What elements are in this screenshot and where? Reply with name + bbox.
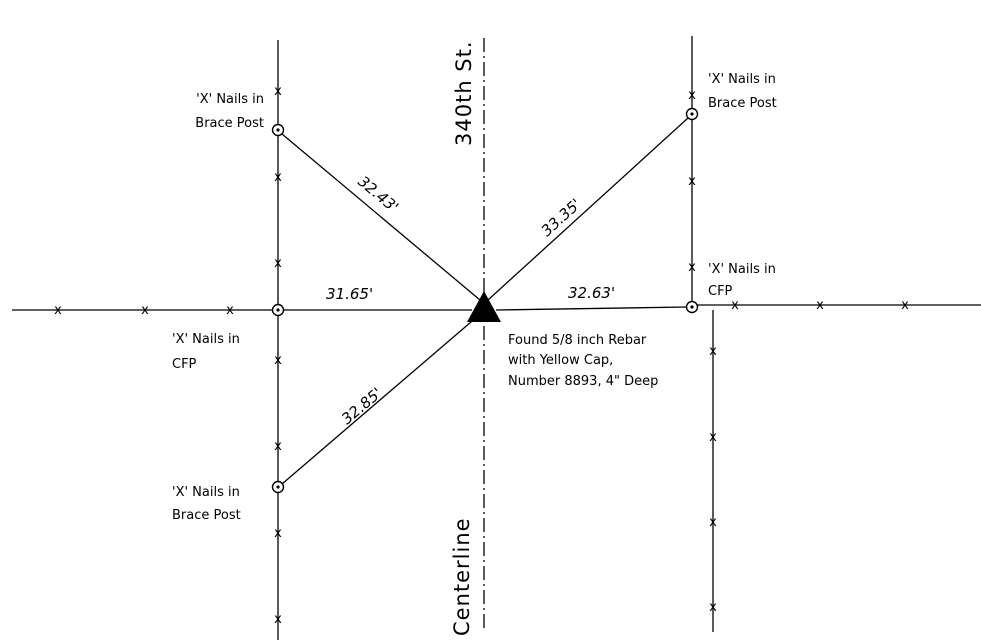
monument-note: Found 5/8 inch Rebar with Yellow Cap, Nu… xyxy=(508,333,658,389)
fence-x-marker: x xyxy=(274,353,282,368)
fence-x-marker: x xyxy=(274,170,282,185)
fence-markers: x x x x x x x x x x x x x x x x x x x x xyxy=(54,84,909,627)
fence-x-marker: x xyxy=(731,298,739,313)
fence-x-marker: x xyxy=(274,526,282,541)
fence-x-marker: x xyxy=(688,174,696,189)
tie-lines xyxy=(281,117,689,485)
tie-point-nw-brace xyxy=(271,123,285,137)
fence-x-marker: x xyxy=(688,88,696,103)
note-line: 'X' Nails in xyxy=(708,72,776,87)
note-line: Brace Post xyxy=(195,116,264,131)
tie-point-w-cfp xyxy=(271,303,285,317)
note-line: 'X' Nails in xyxy=(196,92,264,107)
fence-x-marker: x xyxy=(688,260,696,275)
distance-label-sw: 32.85' xyxy=(338,384,386,428)
tie-line-nw xyxy=(281,133,481,301)
fence-lines xyxy=(12,36,981,640)
monument-note-line: with Yellow Cap, xyxy=(508,353,613,368)
distance-label-e: 32.63' xyxy=(568,284,615,302)
note-nw-brace: 'X' Nails in Brace Post xyxy=(195,92,264,131)
tie-points xyxy=(271,107,699,494)
tie-point-e-cfp xyxy=(685,300,699,314)
fence-x-marker: x xyxy=(274,612,282,627)
fence-x-marker: x xyxy=(816,298,824,313)
note-sw-brace: 'X' Nails in Brace Post xyxy=(172,485,241,523)
note-line: CFP xyxy=(708,284,733,299)
monument-note-line: Found 5/8 inch Rebar xyxy=(508,333,647,348)
note-ne-brace: 'X' Nails in Brace Post xyxy=(708,72,777,111)
monument-note-line: Number 8893, 4" Deep xyxy=(508,374,658,389)
distance-label-w: 31.65' xyxy=(326,285,373,303)
tie-line-sw xyxy=(281,315,479,485)
fence-x-marker: x xyxy=(54,303,62,318)
fence-x-marker: x xyxy=(709,600,717,615)
distance-label-nw: 32.43' xyxy=(354,172,402,216)
note-line: 'X' Nails in xyxy=(708,262,776,277)
note-line: 'X' Nails in xyxy=(172,332,240,347)
tie-line-ne xyxy=(487,117,689,301)
fence-x-marker: x xyxy=(709,344,717,359)
note-e-cfp: 'X' Nails in CFP xyxy=(708,262,776,299)
tie-point-sw-brace xyxy=(271,480,285,494)
tie-line-e xyxy=(495,306,688,311)
fence-x-marker: x xyxy=(709,515,717,530)
fence-x-marker: x xyxy=(274,84,282,99)
centerline-label: Centerline xyxy=(450,517,474,636)
street-label: 340th St. xyxy=(452,40,476,146)
fence-x-marker: x xyxy=(141,303,149,318)
fence-x-marker: x xyxy=(274,256,282,271)
fence-x-marker: x xyxy=(709,430,717,445)
monument-triangle-icon xyxy=(467,291,501,322)
tie-point-ne-brace xyxy=(685,107,699,121)
note-line: CFP xyxy=(172,357,197,372)
fence-x-marker: x xyxy=(226,303,234,318)
note-line: 'X' Nails in xyxy=(172,485,240,500)
fence-x-marker: x xyxy=(274,439,282,454)
note-line: Brace Post xyxy=(172,508,241,523)
fence-x-marker: x xyxy=(901,298,909,313)
note-line: Brace Post xyxy=(708,96,777,111)
note-w-cfp: 'X' Nails in CFP xyxy=(172,332,240,372)
